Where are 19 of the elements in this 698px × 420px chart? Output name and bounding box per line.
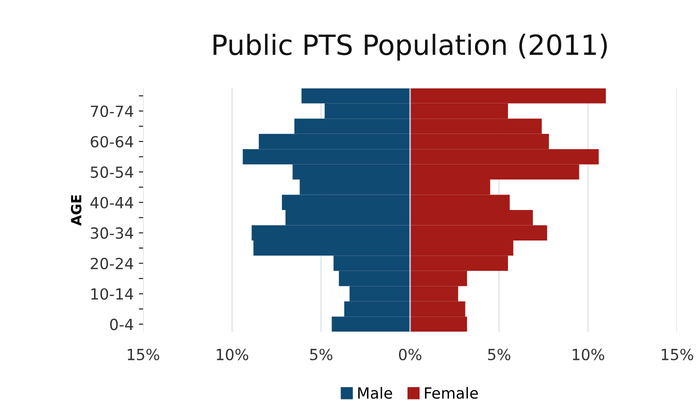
x-tick-label: 5%: [310, 348, 332, 360]
y-tick-label: 70-74: [90, 106, 134, 118]
x-tick-label: 0%: [398, 348, 422, 360]
y-tick-label: 30-34: [90, 227, 134, 239]
y-tick-label: 0-4: [110, 318, 134, 330]
y-tick-label: 50-54: [90, 166, 134, 178]
y-tick-label: 40-44: [90, 196, 134, 208]
y-tick-label: 60-64: [90, 136, 134, 148]
chart-title: Public PTS Population (2011): [214, 34, 607, 61]
y-tick-label: 10-14: [91, 288, 134, 300]
legend-label: Female: [424, 386, 478, 399]
y-tick-label: 20-24: [90, 258, 134, 270]
x-tick-label: 5%: [488, 348, 510, 360]
y-axis-title: AGE: [70, 195, 82, 226]
legend-label: Male: [358, 386, 392, 399]
x-tick-label: 10%: [216, 348, 248, 360]
x-tick-label: 15%: [662, 348, 694, 360]
x-tick-label: 15%: [128, 348, 160, 360]
x-tick-label: 10%: [572, 348, 604, 360]
